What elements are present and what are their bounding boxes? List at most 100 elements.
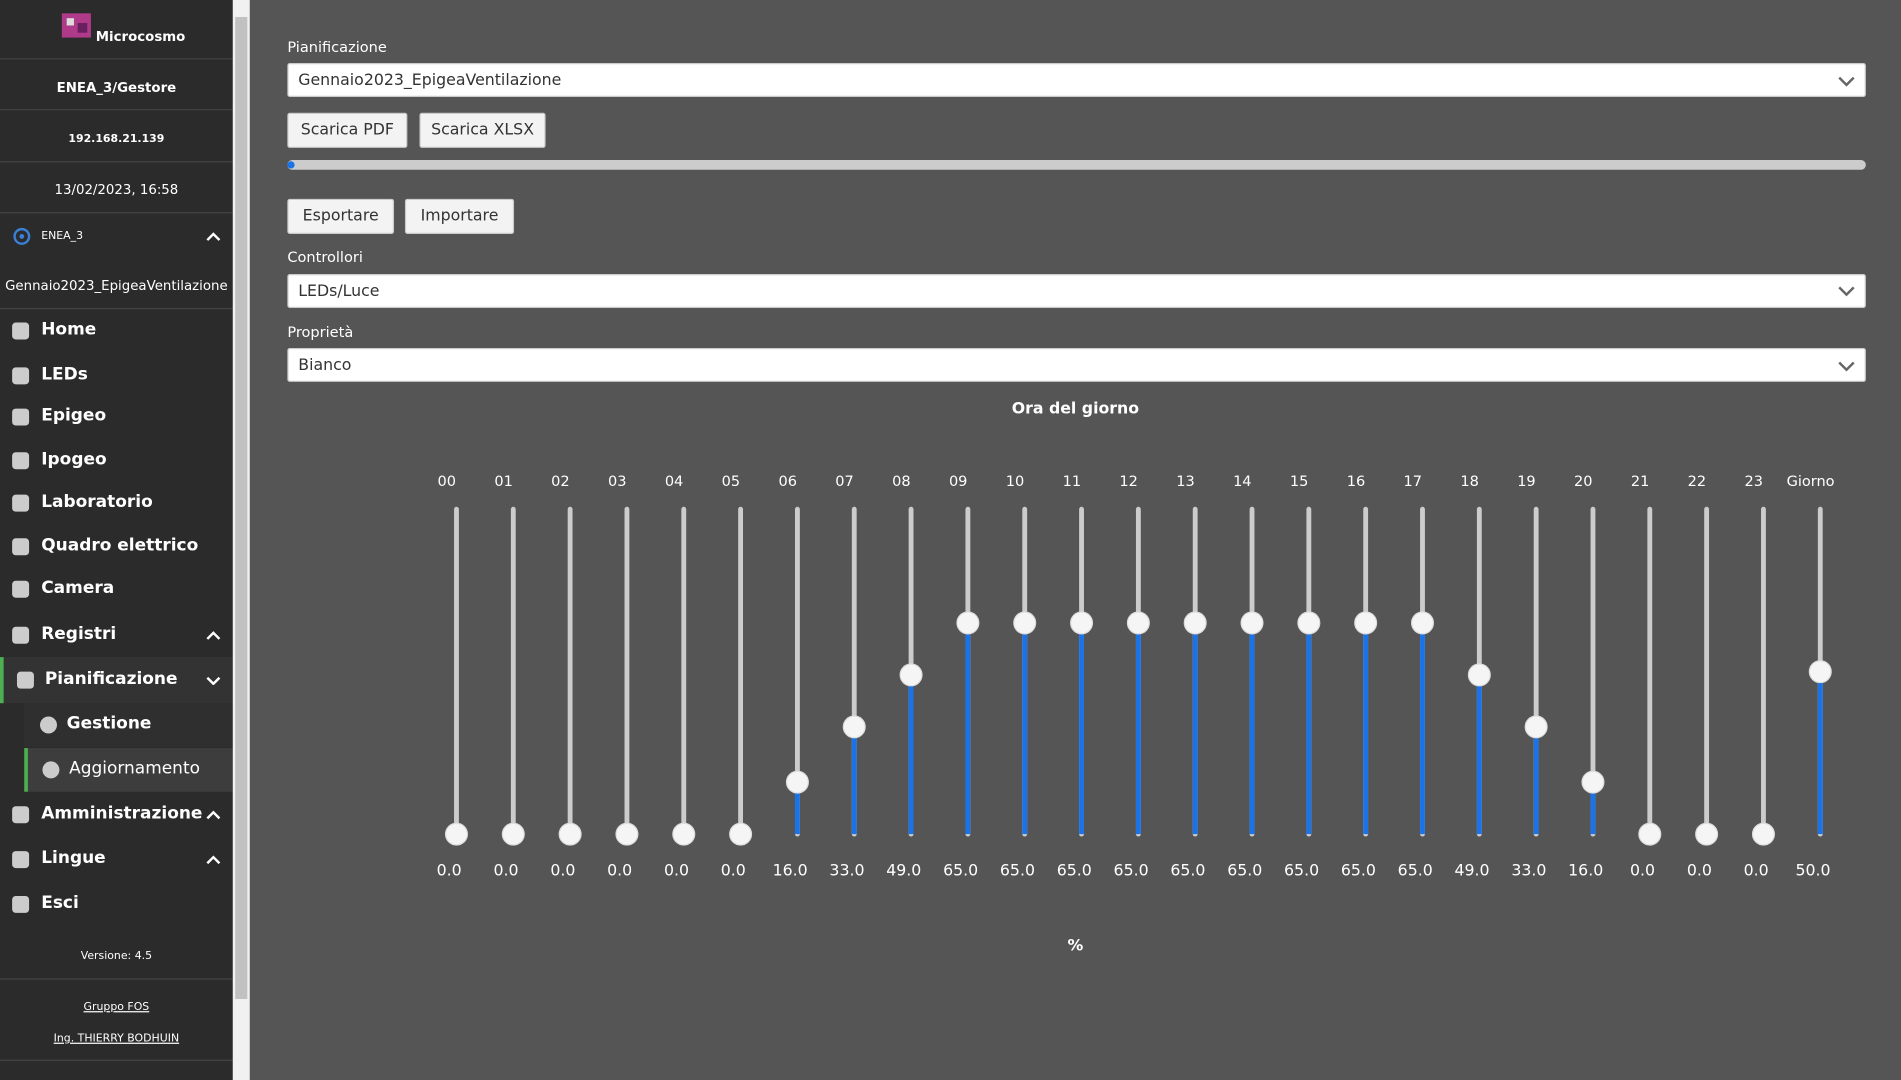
slider-knob[interactable] bbox=[1240, 611, 1264, 635]
unit: % bbox=[1068, 936, 1084, 955]
hour-label: 20 bbox=[1574, 474, 1593, 490]
hour-label: 15 bbox=[1290, 474, 1309, 490]
menu-item[interactable]: Pianificazione bbox=[44, 669, 178, 689]
hour-label: 04 bbox=[665, 474, 684, 490]
menu-icon bbox=[12, 538, 30, 556]
hour-label: 17 bbox=[1404, 474, 1423, 490]
submenu-item[interactable]: Aggiornamento bbox=[69, 758, 200, 779]
menu-icon bbox=[12, 580, 30, 598]
menu-item[interactable]: Home bbox=[41, 320, 97, 340]
slider-knob[interactable] bbox=[1297, 611, 1321, 635]
slider-knob[interactable] bbox=[1183, 611, 1207, 635]
slider-knob[interactable] bbox=[1581, 770, 1605, 794]
link[interactable]: Gruppo FOS bbox=[83, 1001, 150, 1014]
value-label: 65.0 bbox=[943, 860, 978, 879]
select[interactable]: Gennaio2023_EpigeaVentilazione bbox=[287, 63, 1866, 97]
slider-knob[interactable] bbox=[1126, 611, 1150, 635]
hour-label: 08 bbox=[892, 474, 910, 490]
menu-icon bbox=[12, 851, 30, 869]
chevron bbox=[206, 676, 221, 686]
button[interactable]: Scarica PDF bbox=[287, 112, 408, 148]
button[interactable]: Scarica XLSX bbox=[419, 112, 546, 148]
slider-knob[interactable] bbox=[1410, 611, 1435, 635]
value-label: 33.0 bbox=[829, 860, 864, 879]
hour-label: 02 bbox=[551, 474, 570, 490]
select-value: LEDs/Luce bbox=[298, 282, 380, 301]
separator bbox=[0, 58, 233, 60]
slider-knob[interactable] bbox=[501, 822, 525, 846]
hour-label: Giorno bbox=[1787, 474, 1835, 490]
value-label: 16.0 bbox=[1568, 860, 1603, 879]
slider-knob[interactable] bbox=[1013, 611, 1037, 635]
menu-item[interactable]: Lingue bbox=[41, 848, 106, 869]
menu-item[interactable]: Registri bbox=[41, 624, 117, 644]
value-label: 16.0 bbox=[773, 860, 808, 879]
datetime: 13/02/2023, 16:58 bbox=[54, 181, 179, 198]
slider-knob[interactable] bbox=[1354, 611, 1378, 635]
value-label: 65.0 bbox=[1398, 860, 1433, 879]
link[interactable]: Ing. THIERRY BODHUIN bbox=[53, 1032, 180, 1046]
hour-label: 13 bbox=[1176, 474, 1195, 490]
select[interactable]: Bianco bbox=[287, 347, 1866, 382]
value-label: 33.0 bbox=[1511, 860, 1546, 879]
menu-item[interactable]: Epigeo bbox=[41, 406, 107, 426]
hour-label: 18 bbox=[1460, 474, 1479, 490]
button[interactable]: Esportare bbox=[287, 198, 395, 234]
slider-knob[interactable] bbox=[1695, 822, 1719, 846]
scrollbar[interactable] bbox=[232, 0, 250, 1080]
schedule: Gennaio2023_EpigeaVentilazione bbox=[5, 277, 228, 294]
slider-knob[interactable] bbox=[558, 822, 582, 846]
hour-label: 09 bbox=[949, 474, 968, 490]
separator bbox=[0, 109, 233, 111]
menu-item[interactable]: Esci bbox=[41, 893, 79, 913]
value-label: 49.0 bbox=[1455, 860, 1490, 879]
menu-item[interactable]: Amministrazione bbox=[41, 803, 203, 824]
chevron-up bbox=[206, 232, 221, 241]
chevron-path bbox=[206, 631, 221, 640]
hour-label: 12 bbox=[1119, 474, 1138, 490]
menu-item[interactable]: Quadro elettrico bbox=[41, 535, 199, 556]
progress-bar bbox=[287, 160, 1866, 170]
user: ENEA_3/Gestore bbox=[56, 80, 177, 96]
menu-item[interactable]: Laboratorio bbox=[41, 492, 153, 512]
version: Versione: 4.5 bbox=[80, 950, 153, 963]
slider-knob[interactable] bbox=[444, 822, 468, 846]
submenu-item[interactable]: Gestione bbox=[66, 714, 152, 734]
slider-knob[interactable] bbox=[1467, 663, 1491, 687]
menu-item[interactable]: Ipogeo bbox=[41, 449, 107, 470]
scroll-thumb[interactable] bbox=[235, 16, 248, 1000]
value-label: 0.0 bbox=[1630, 860, 1655, 879]
slider-knob[interactable] bbox=[1524, 715, 1548, 739]
slider-knob[interactable] bbox=[785, 770, 809, 794]
hour-label: 22 bbox=[1688, 474, 1707, 490]
hour-label: 07 bbox=[835, 474, 853, 490]
slider-knob[interactable] bbox=[1808, 660, 1832, 684]
slider-knob[interactable] bbox=[1070, 611, 1094, 635]
chevron-path bbox=[206, 810, 221, 820]
value-label: 0.0 bbox=[550, 860, 575, 879]
menu-icon bbox=[12, 494, 30, 512]
menu-icon bbox=[16, 671, 34, 689]
button[interactable]: Importare bbox=[404, 198, 515, 234]
select-value: Bianco bbox=[298, 356, 352, 375]
slider-knob[interactable] bbox=[615, 822, 639, 846]
separator bbox=[0, 212, 233, 214]
hour-label: 23 bbox=[1744, 474, 1763, 490]
slider-knob[interactable] bbox=[1638, 822, 1662, 846]
slider-knob[interactable] bbox=[899, 663, 923, 687]
separator bbox=[0, 161, 233, 163]
hour-label: 19 bbox=[1517, 474, 1536, 490]
separator bbox=[0, 307, 233, 310]
slider-knob[interactable] bbox=[1751, 822, 1775, 846]
slider-knob[interactable] bbox=[956, 611, 980, 635]
slider-knob[interactable] bbox=[672, 822, 696, 846]
select[interactable]: LEDs/Luce bbox=[287, 274, 1866, 308]
separator bbox=[0, 1059, 233, 1061]
device[interactable]: ENEA_3 bbox=[41, 230, 84, 243]
menu-icon bbox=[12, 895, 30, 913]
menu-item[interactable]: Camera bbox=[41, 578, 115, 598]
menu-item[interactable]: LEDs bbox=[41, 364, 88, 385]
slider-knob[interactable] bbox=[842, 715, 866, 739]
slider-knob[interactable] bbox=[729, 822, 753, 846]
